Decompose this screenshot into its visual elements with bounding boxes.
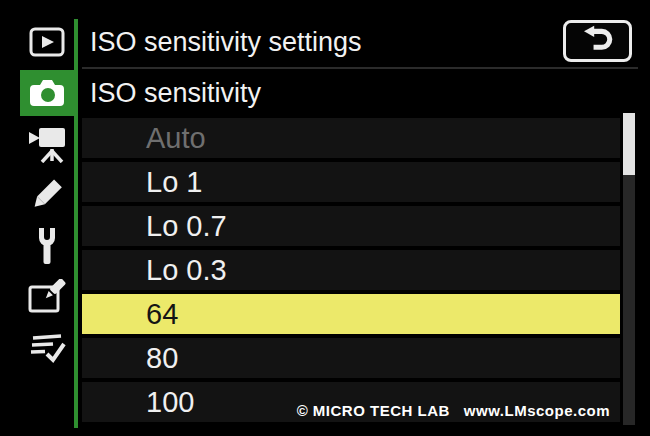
- list-item-64-selected[interactable]: 64: [82, 294, 620, 334]
- sidebar-item-playback-menu[interactable]: [20, 19, 74, 65]
- sidebar-item-my-menu[interactable]: [20, 325, 74, 371]
- playback-icon: [28, 26, 66, 58]
- sidebar-item-photo-shooting-menu[interactable]: [20, 70, 74, 116]
- my-menu-icon: [27, 332, 67, 364]
- watermark: © MICRO TECH LAB www.LMscope.com: [0, 402, 610, 419]
- return-arrow-icon: [576, 25, 620, 57]
- camera-menu-screen: ISO sensitivity settings ISO sensitivity…: [0, 0, 650, 436]
- setting-title: ISO sensitivity: [90, 70, 261, 116]
- camera-icon: [27, 76, 67, 110]
- watermark-url: www.LMscope.com: [464, 402, 610, 419]
- wrench-icon: [30, 226, 64, 266]
- sidebar-item-setup-menu[interactable]: [20, 223, 74, 269]
- sidebar-item-retouch-menu[interactable]: [20, 274, 74, 320]
- menu-sidebar: [20, 19, 74, 376]
- scrollbar-track[interactable]: [623, 113, 635, 425]
- list-item-lo1[interactable]: Lo 1: [82, 162, 620, 202]
- list-item-auto[interactable]: Auto: [82, 118, 620, 158]
- list-item-80[interactable]: 80: [82, 338, 620, 378]
- scrollbar-thumb[interactable]: [623, 113, 635, 175]
- sidebar-divider: [74, 19, 78, 428]
- sidebar-item-custom-settings-menu[interactable]: [20, 172, 74, 218]
- list-item-lo07[interactable]: Lo 0.7: [82, 206, 620, 246]
- sidebar-item-movie-shooting-menu[interactable]: [20, 121, 74, 167]
- retouch-icon: [27, 279, 67, 315]
- page-title: ISO sensitivity settings: [90, 20, 362, 66]
- iso-option-list: Auto Lo 1 Lo 0.7 Lo 0.3 64 80 100: [82, 118, 620, 426]
- movie-camera-icon: [27, 125, 67, 163]
- watermark-copyright: © MICRO TECH LAB: [297, 402, 450, 419]
- back-button[interactable]: [563, 20, 632, 62]
- list-item-lo03[interactable]: Lo 0.3: [82, 250, 620, 290]
- header-separator: [82, 67, 638, 69]
- pencil-icon: [28, 177, 66, 213]
